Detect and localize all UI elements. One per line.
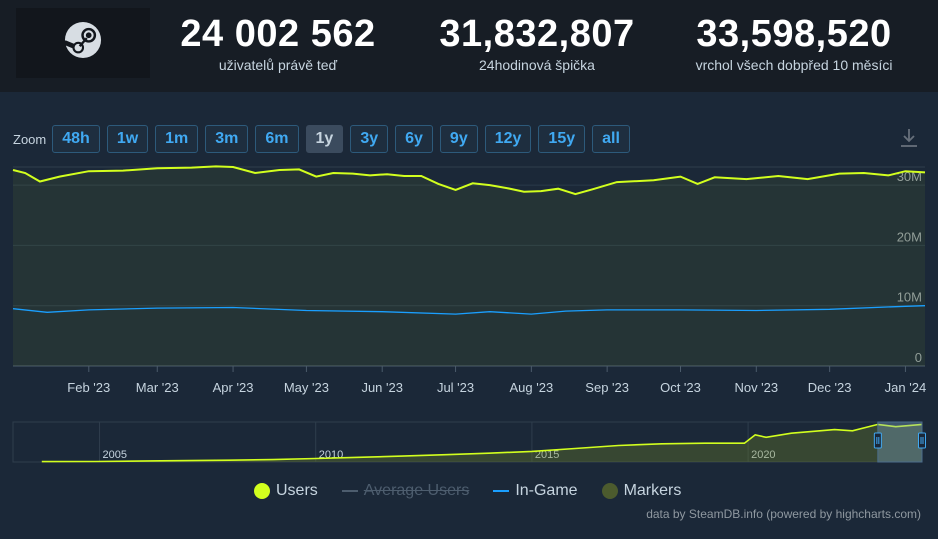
header-bar: 24 002 562 uživatelů právě teď 31,832,80… <box>0 0 938 92</box>
legend-item-users[interactable]: Users <box>254 482 318 500</box>
legend-swatch <box>254 483 270 499</box>
app-logo[interactable] <box>16 8 150 78</box>
chart-legend: Users Average Users In-Game Markers <box>254 480 705 502</box>
stat-label: 24hodinová špička <box>479 57 595 73</box>
zoom-button-1y[interactable]: 1y <box>305 125 344 153</box>
zoom-button-9y[interactable]: 9y <box>439 125 478 153</box>
stat-value: 31,832,807 <box>439 13 635 55</box>
legend-item-markers[interactable]: Markers <box>601 482 682 500</box>
legend-label: Markers <box>623 482 682 499</box>
credits[interactable]: data by SteamDB.info (powered by highcha… <box>646 507 921 521</box>
zoom-button-3m[interactable]: 3m <box>205 125 249 153</box>
legend-item-in-game[interactable]: In-Game <box>493 482 578 500</box>
download-icon[interactable] <box>900 128 918 148</box>
stat-label: vrchol všech dobpřed 10 měsíci <box>695 57 893 73</box>
legend-swatch <box>601 483 618 499</box>
stat-24h-peak: 31,832,807 24hodinová špička <box>430 12 644 74</box>
zoom-button-1m[interactable]: 1m <box>155 125 199 153</box>
legend-item-average-users[interactable]: Average Users <box>341 482 470 500</box>
stat-label: uživatelů právě teď <box>218 57 338 73</box>
zoom-button-15y[interactable]: 15y <box>538 125 586 153</box>
zoom-button-6y[interactable]: 6y <box>395 125 433 153</box>
stat-value: 24 002 562 <box>180 13 376 55</box>
zoom-button-1w[interactable]: 1w <box>106 125 149 153</box>
legend-swatch <box>341 490 358 492</box>
legend-label: Average Users <box>363 482 470 499</box>
stat-all-time-peak: 33,598,520 vrchol všech dobpřed 10 měsíc… <box>680 12 908 74</box>
legend-label: In-Game <box>515 482 578 499</box>
zoom-button-all[interactable]: all <box>592 125 630 153</box>
zoom-button-48h[interactable]: 48h <box>52 125 100 153</box>
legend-swatch <box>493 490 510 492</box>
zoom-label: Zoom <box>13 131 47 147</box>
stat-value: 33,598,520 <box>696 13 892 55</box>
zoom-button-3y[interactable]: 3y <box>350 125 389 153</box>
zoom-button-6m[interactable]: 6m <box>255 125 299 153</box>
stat-current-users: 24 002 562 uživatelů právě teď <box>170 12 386 74</box>
steam-icon <box>64 21 102 59</box>
zoom-button-12y[interactable]: 12y <box>484 125 532 153</box>
chart-panel <box>0 104 938 539</box>
zoom-controls: Zoom 48h 1w 1m 3m 6m 1y 3y 6y 9y 12y 15y all <box>13 124 637 154</box>
legend-label: Users <box>276 482 318 499</box>
